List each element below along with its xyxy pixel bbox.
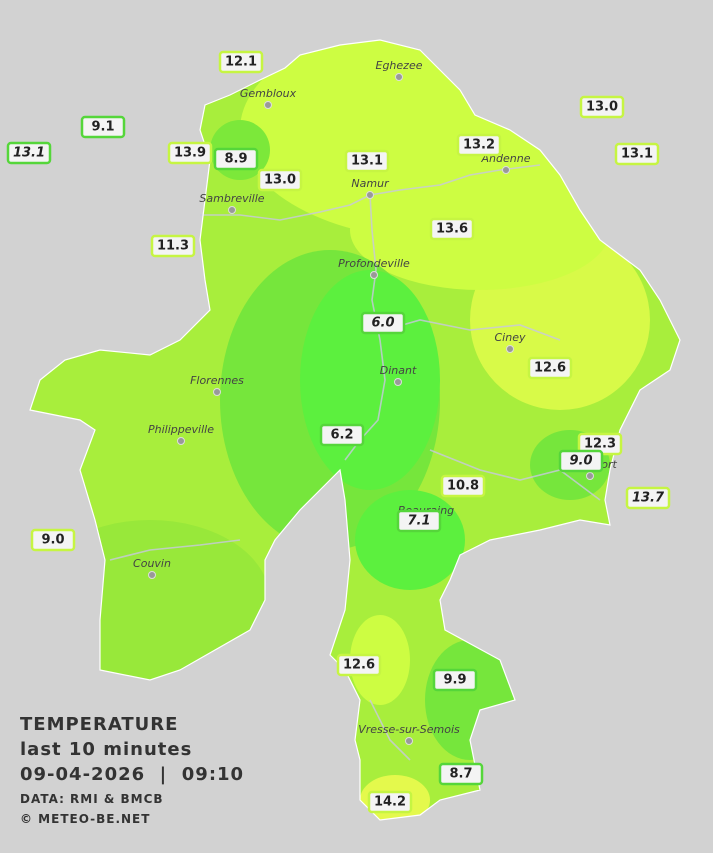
station-box [167,141,213,165]
legend-copyright: © METEO-BE.NET [20,812,150,826]
station-box [30,528,76,552]
station-value: 13.9 [174,146,206,161]
station-box [336,653,382,677]
legend-title: TEMPERATURE [20,714,178,735]
town-dot [405,737,413,745]
station-box [367,790,413,814]
town-dot [502,166,510,174]
station-box [150,234,196,258]
station-value: 12.3 [584,437,616,452]
town-label: Dinant [380,364,417,377]
station-box [213,147,259,171]
station-box [396,509,442,533]
station-box [80,115,126,139]
legend-source: DATA: RMI & BMCB [20,792,164,806]
station-value: 14.2 [374,795,406,810]
station-value: 13.1 [13,146,45,161]
legend-subtitle: last 10 minutes [20,739,192,760]
station-value: 8.9 [224,152,247,167]
town-dot [394,378,402,386]
station-box [440,474,486,498]
station-box [344,149,390,173]
station-box [429,217,475,241]
station-value: 13.1 [351,154,383,169]
town-label: Namur [351,177,390,190]
station-box [579,95,625,119]
town-dot [366,191,374,199]
station-value: 9.9 [443,673,466,688]
station-box [319,423,365,447]
station-value: 12.6 [534,361,566,376]
station-box [625,486,671,510]
station-box [218,50,264,74]
station-value: 13.6 [436,222,468,237]
legend-datetime: 09-04-2026 | 09:10 [20,764,244,785]
station-box [614,142,660,166]
town-label: Florennes [190,374,244,387]
town-dot [395,73,403,81]
town-label: Sambreville [199,192,264,205]
town-label: Profondeville [338,257,410,270]
station-value: 8.7 [449,767,472,782]
town-label: Couvin [133,557,171,570]
town-label: Vresse-sur-Semois [358,723,460,736]
station-value: 13.2 [463,138,495,153]
town-dot [213,388,221,396]
town-dot [177,437,185,445]
station-value: 13.7 [632,491,665,506]
station-value: 12.6 [343,658,375,673]
town-dot [506,345,514,353]
station-box [432,668,478,692]
station-value: 13.1 [621,147,653,162]
station-box [438,762,484,786]
town-label: Gembloux [240,87,297,100]
town-dot [148,571,156,579]
station-value: 7.1 [407,514,430,529]
station-value: 13.0 [586,100,618,115]
labels: EghezeeGemblouxAndenneNamurSambrevillePr… [6,50,671,814]
station-value: 10.8 [447,479,479,494]
station-value: 9.0 [569,454,592,469]
town-label: Eghezee [376,59,423,72]
station-box [360,311,406,335]
town-dot [370,271,378,279]
town-dot [264,101,272,109]
station-value: 9.1 [91,120,114,135]
station-value: 12.1 [225,55,257,70]
town-label: Philippeville [148,423,214,436]
town-label: Ciney [495,331,526,344]
town-dot [228,206,236,214]
station-value: 13.0 [264,173,296,188]
station-value: 11.3 [157,239,189,254]
station-box [558,449,604,473]
station-value: 9.0 [41,533,64,548]
station-box [6,141,52,165]
station-value: 6.0 [371,316,394,331]
station-box [257,168,303,192]
station-value: 6.2 [330,428,353,443]
town-dot [586,472,594,480]
station-box [527,356,573,380]
station-box [456,133,502,157]
